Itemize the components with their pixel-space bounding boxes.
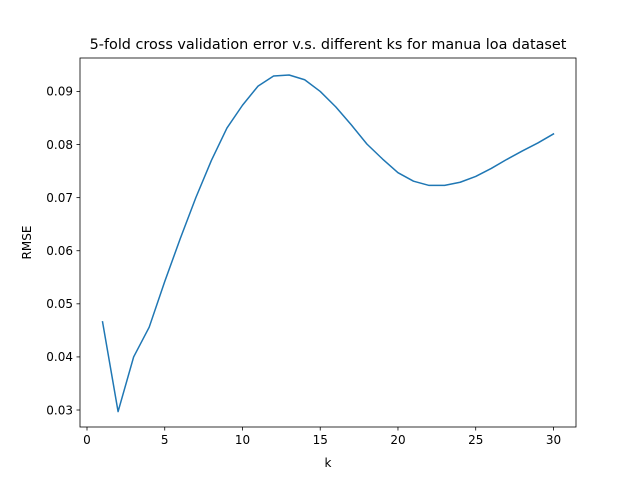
x-tick-label: 5 (161, 433, 169, 447)
x-axis: 0 5 10 15 20 25 30 (83, 427, 561, 447)
chart-title: 5-fold cross validation error v.s. diffe… (90, 37, 567, 53)
x-axis-label: k (325, 456, 332, 470)
x-tick-label: 20 (390, 433, 405, 447)
y-tick-label: 0.04 (46, 350, 73, 364)
y-axis-label: RMSE (20, 226, 34, 260)
plot-area (79, 57, 577, 428)
x-tick-label: 25 (468, 433, 483, 447)
x-tick-label: 30 (546, 433, 561, 447)
y-axis: 0.03 0.04 0.05 0.06 0.07 0.08 0.09 (46, 85, 80, 417)
y-tick-label: 0.06 (46, 244, 73, 258)
series-line (101, 74, 555, 413)
series-layer (101, 74, 555, 413)
y-tick-label: 0.03 (46, 403, 73, 417)
x-tick-label: 10 (235, 433, 250, 447)
x-tick-label: 15 (313, 433, 328, 447)
y-tick-label: 0.07 (46, 191, 73, 205)
y-tick-label: 0.05 (46, 297, 73, 311)
y-tick-label: 0.09 (46, 85, 73, 99)
y-tick-label: 0.08 (46, 138, 73, 152)
x-tick-label: 0 (83, 433, 91, 447)
